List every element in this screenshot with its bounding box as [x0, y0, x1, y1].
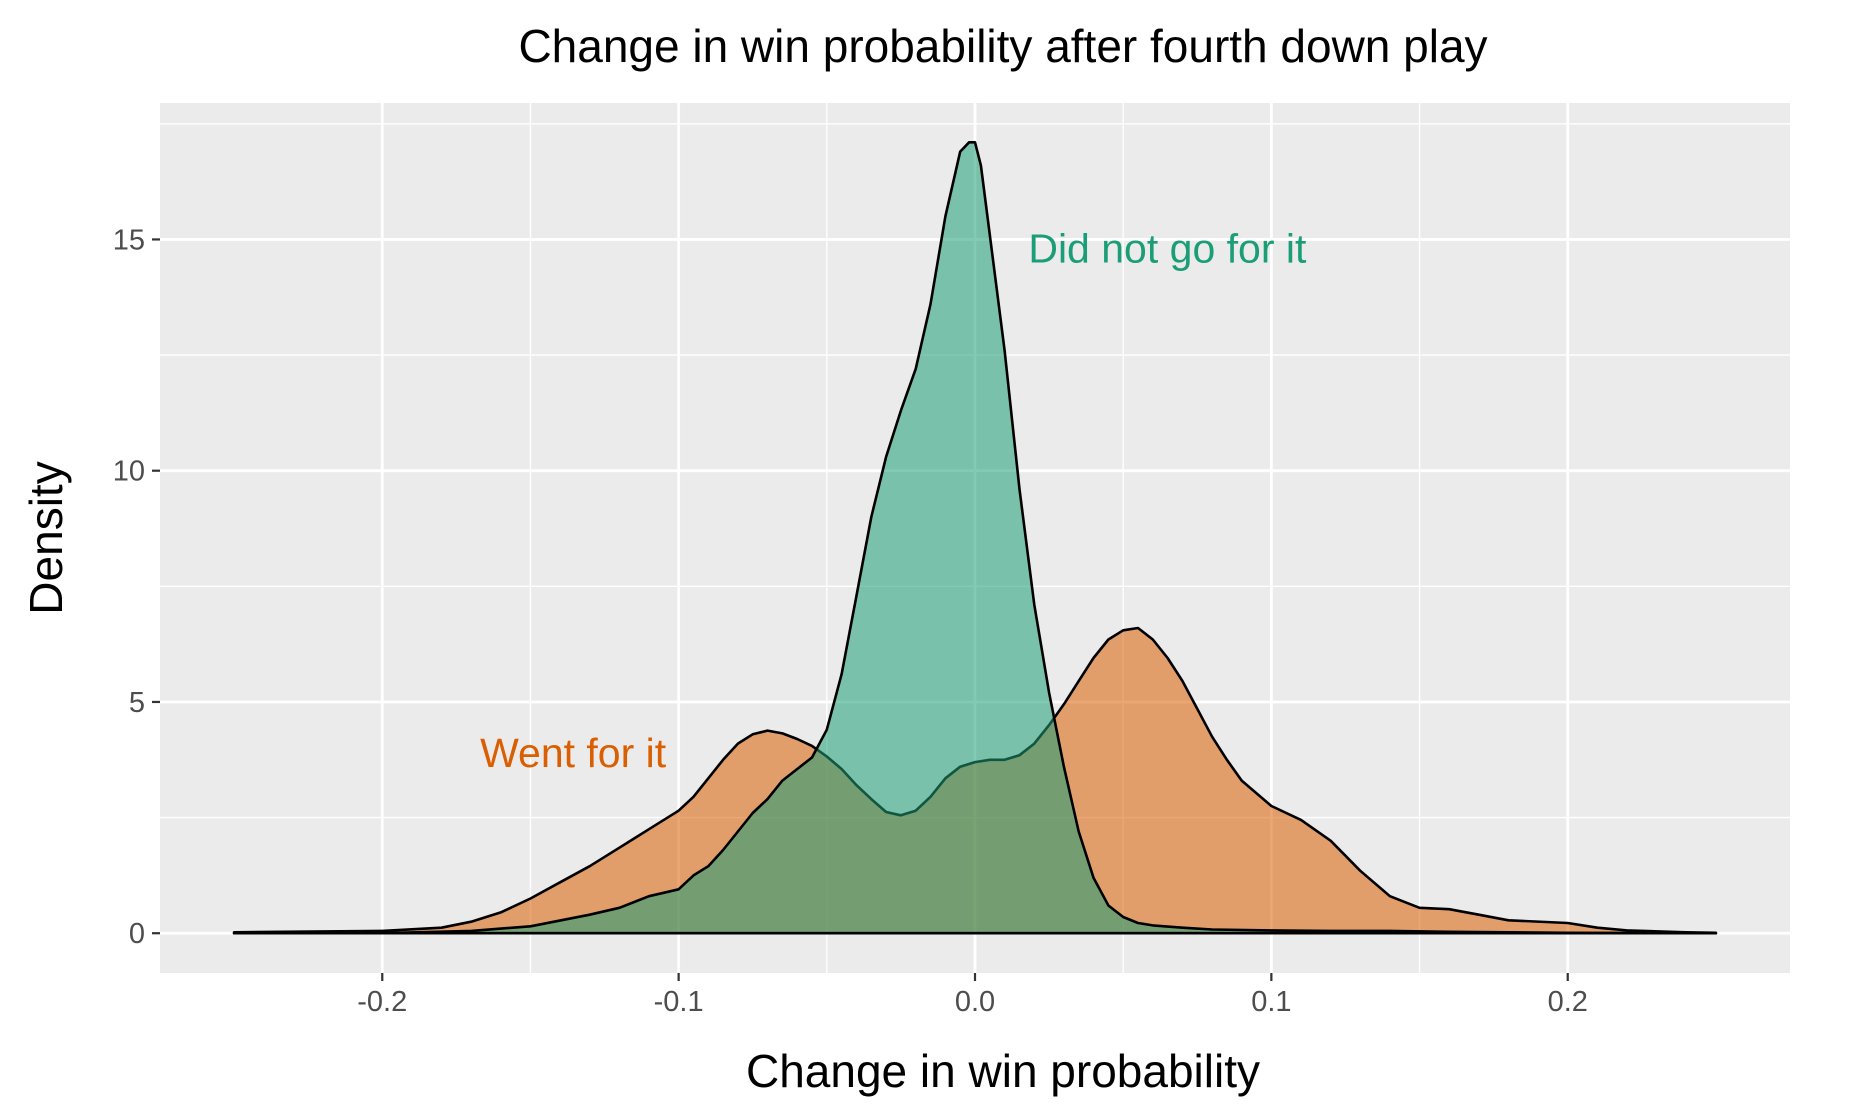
chart-title: Change in win probability after fourth d…	[518, 20, 1487, 72]
density-area-did-not-go-for-it	[232, 141, 1718, 935]
x-tick-label: -0.1	[654, 986, 704, 1018]
y-tick-label: 0	[129, 918, 145, 950]
x-axis: -0.2 -0.1 0.0 0.1 0.2	[357, 973, 1588, 1018]
annotation-label: Did not go for it	[1028, 226, 1307, 272]
x-tick-label: -0.2	[357, 986, 407, 1018]
annotation-label: Went for it	[480, 730, 667, 776]
y-tick-label: 15	[113, 224, 145, 256]
annotations: Did not go for it Went for it	[480, 226, 1307, 776]
density-series	[232, 141, 1718, 935]
x-tick-label: 0.2	[1548, 986, 1588, 1018]
y-tick-label: 10	[113, 456, 145, 488]
y-axis: 0 5 10 15	[113, 224, 160, 950]
x-axis-title: Change in win probability	[746, 1045, 1260, 1097]
y-tick-label: 5	[129, 687, 145, 719]
x-tick-label: 0.1	[1251, 986, 1291, 1018]
y-axis-title: Density	[20, 461, 72, 614]
x-tick-label: 0.0	[955, 986, 995, 1018]
